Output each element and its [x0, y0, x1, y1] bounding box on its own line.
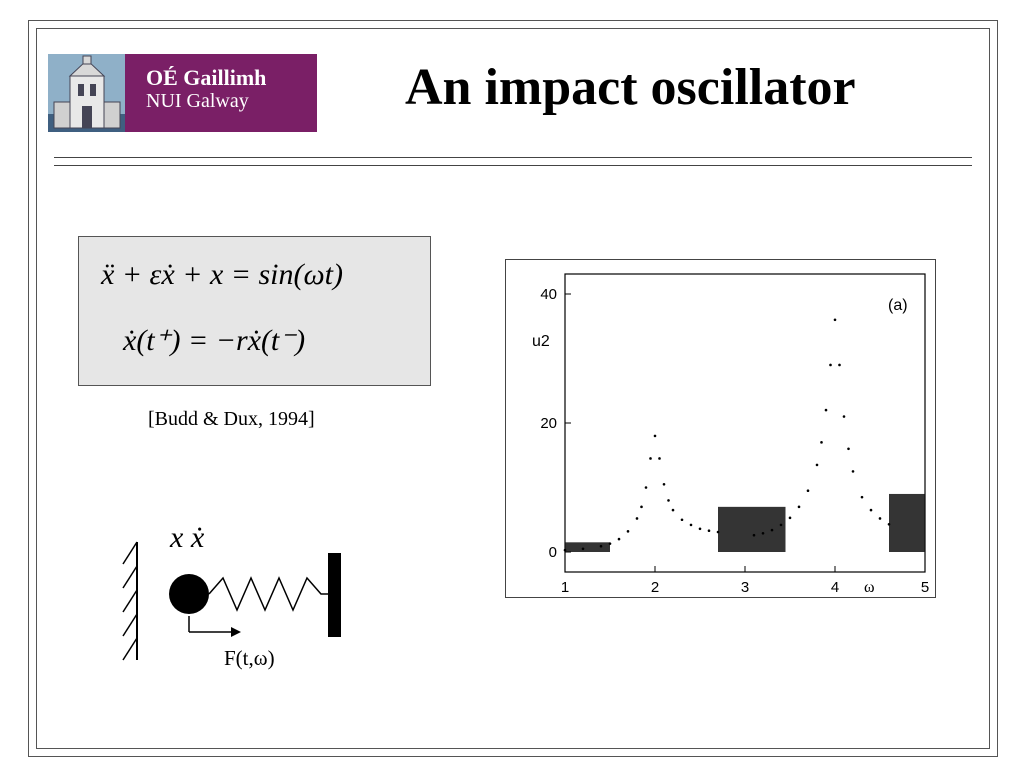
chaotic-region — [565, 542, 610, 552]
data-point — [820, 441, 823, 444]
data-point — [833, 318, 837, 322]
data-point — [869, 508, 873, 512]
data-point — [707, 529, 711, 533]
title-divider-top — [54, 157, 972, 158]
force-label: F(t,ω) — [224, 646, 275, 670]
data-point — [779, 523, 783, 527]
data-point — [680, 518, 684, 522]
title-divider-bottom — [54, 165, 972, 166]
data-point — [563, 548, 567, 552]
data-point — [788, 516, 792, 520]
equation-of-motion: ẍ + εẋ + x = sin(ωt) — [100, 258, 343, 291]
state-variables-label: x ẋ — [170, 521, 205, 554]
x-tick-label: 5 — [921, 579, 929, 596]
logo-irish-name: OÉ Gaillimh — [146, 65, 267, 90]
data-point — [689, 523, 693, 527]
x-tick-label: 3 — [741, 579, 749, 596]
data-point — [829, 363, 832, 367]
force-arrow-head — [231, 627, 241, 637]
data-point — [599, 544, 603, 548]
oscillator-diagram — [110, 520, 370, 675]
logo-english-name: NUI Galway — [146, 90, 249, 113]
data-point — [824, 408, 828, 412]
y-axis-label: u2 — [532, 333, 550, 350]
equation-box: ẍ + εẋ + x = sin(ωt) ẋ(t⁺) = −rẋ(t⁻) — [78, 236, 431, 386]
x-tick-label: 2 — [651, 579, 659, 596]
tower-logo-icon — [48, 54, 125, 132]
slide-title: An impact oscillator — [405, 59, 856, 116]
data-point — [838, 363, 841, 367]
slide-outer-border — [28, 20, 998, 757]
data-point — [653, 434, 657, 438]
data-point — [716, 530, 720, 534]
spring — [208, 576, 329, 612]
data-point — [878, 517, 882, 520]
data-point — [847, 447, 850, 451]
data-point — [770, 528, 774, 532]
wall-hatching — [122, 541, 138, 661]
slide-inner-border — [36, 28, 990, 749]
data-point — [649, 457, 652, 460]
university-logo: OÉ Gaillimh NUI Galway — [48, 54, 317, 132]
data-point — [698, 527, 702, 531]
panel-label: (a) — [888, 297, 908, 314]
data-point — [581, 547, 585, 551]
y-tick-label: 20 — [540, 415, 557, 432]
x-axis-label: ω — [864, 579, 875, 596]
chaotic-region — [889, 493, 925, 552]
data-point — [797, 505, 801, 509]
data-point — [608, 542, 612, 545]
data-point — [662, 482, 666, 486]
chaotic-region — [718, 506, 786, 552]
mass-ball — [169, 574, 209, 614]
impact-law-equation: ẋ(t⁺) = −rẋ(t⁻) — [122, 324, 305, 357]
data-point — [617, 537, 621, 541]
data-point — [671, 508, 675, 512]
x-tick-label: 1 — [561, 579, 569, 596]
data-point — [752, 533, 756, 537]
x-tick-label: 4 — [831, 579, 839, 596]
data-point — [761, 531, 765, 535]
moving-plate — [328, 553, 341, 637]
data-point — [851, 470, 855, 473]
data-point — [667, 499, 670, 502]
data-point — [635, 517, 639, 520]
data-point — [640, 505, 643, 509]
data-point — [644, 486, 648, 489]
data-point — [658, 457, 661, 460]
y-tick-label: 40 — [540, 286, 557, 303]
data-point — [842, 415, 846, 418]
citation: [Budd & Dux, 1994] — [148, 408, 315, 430]
data-point — [626, 530, 630, 533]
bifurcation-chart: 1 2 3 4 5 0 20 40 u2 ω (a) — [505, 259, 936, 598]
y-tick-label: 0 — [549, 544, 557, 561]
data-point — [806, 489, 810, 493]
data-point — [860, 495, 864, 499]
data-point — [887, 522, 891, 526]
data-point — [815, 463, 819, 467]
